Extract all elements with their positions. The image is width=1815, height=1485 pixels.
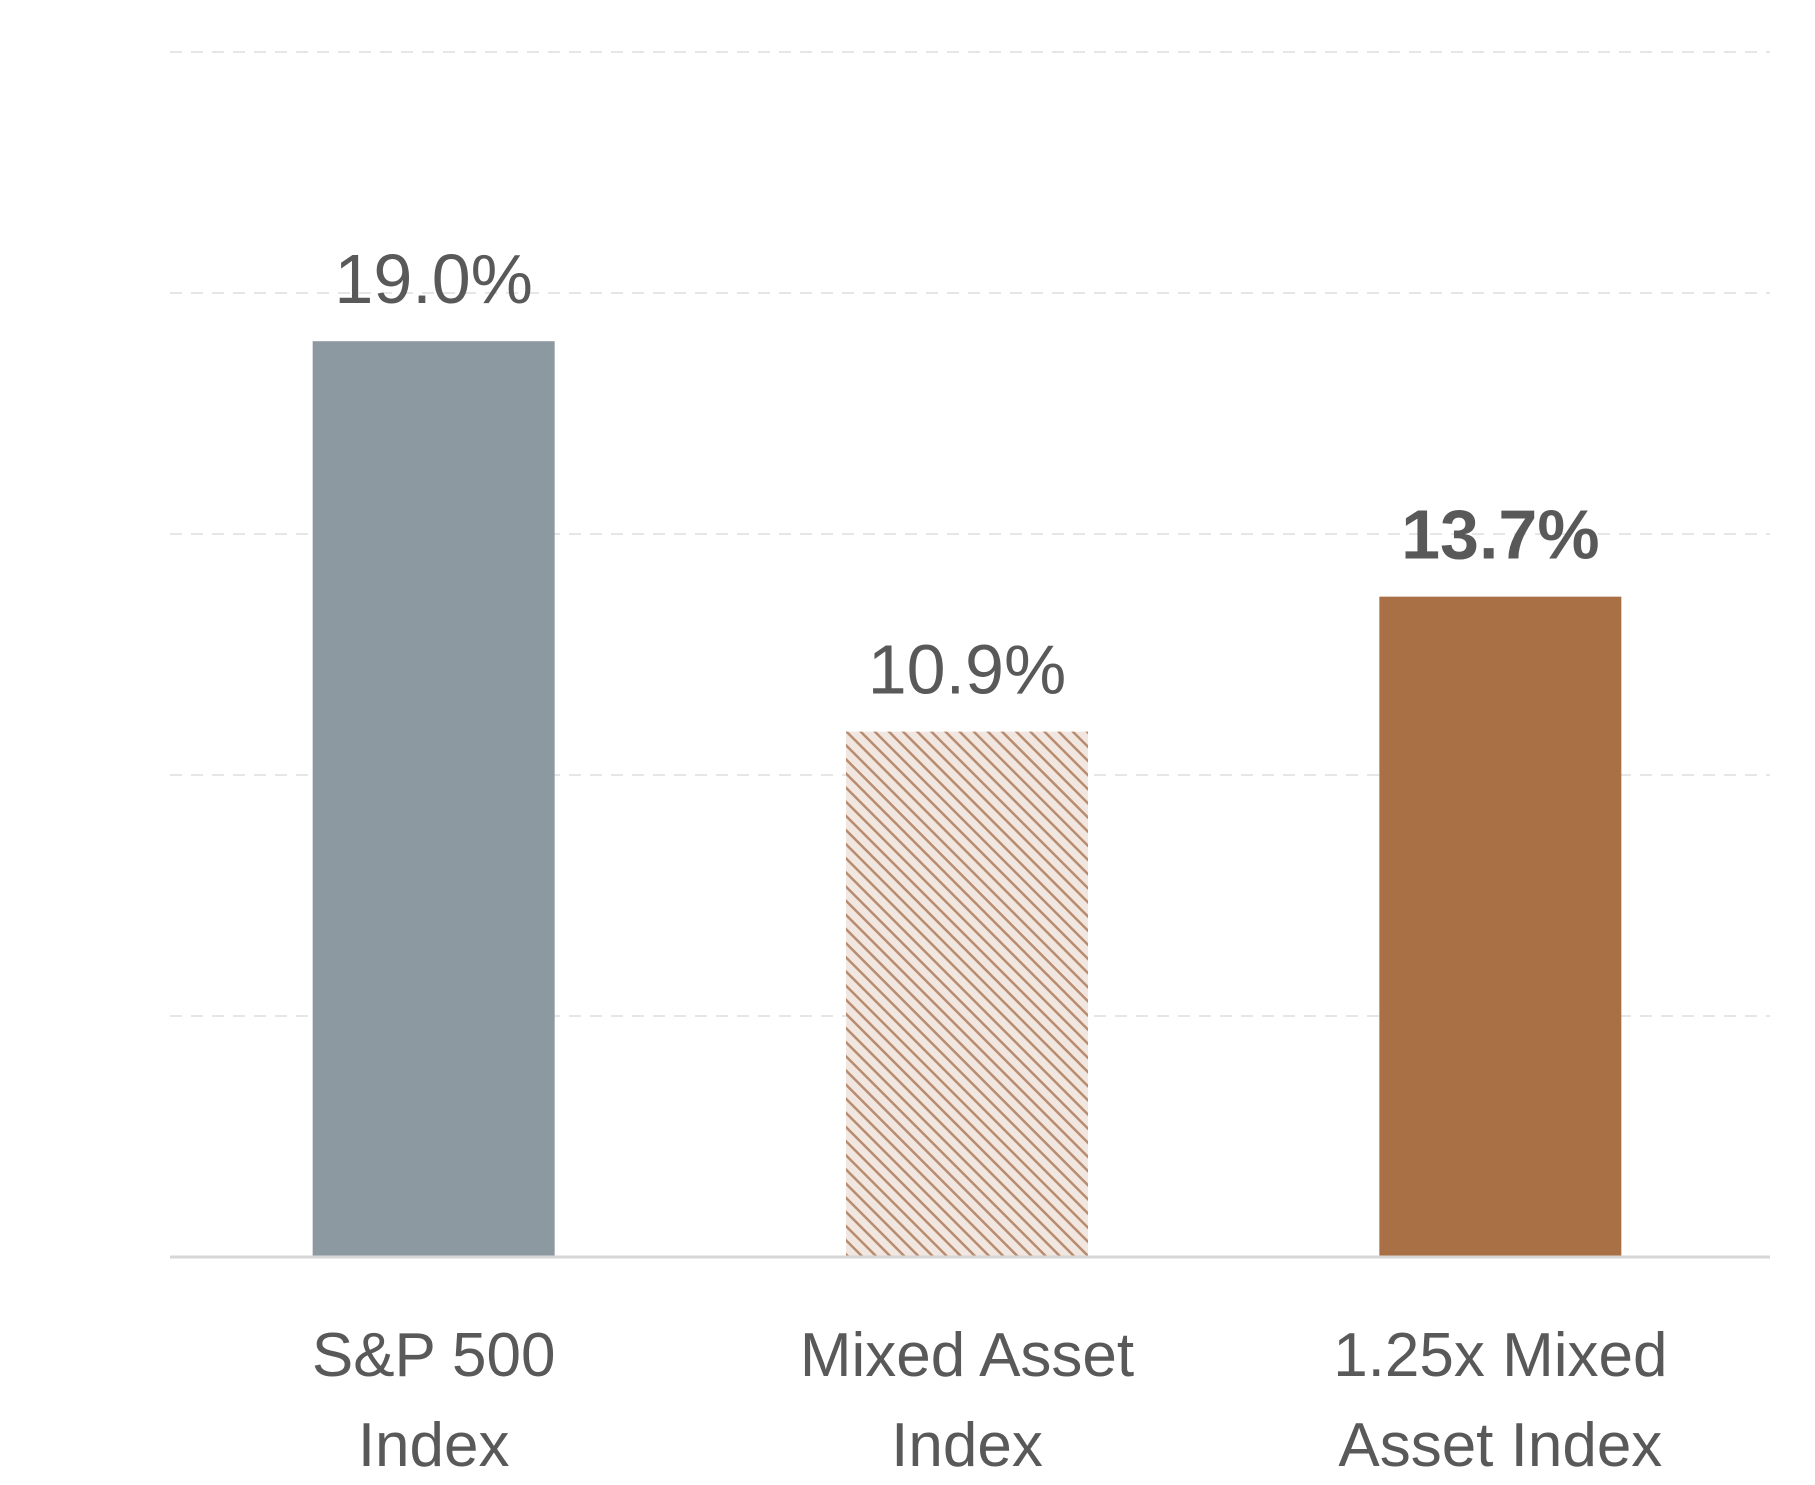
- value-label-2: 13.7%: [1401, 496, 1599, 574]
- category-label-2-line-1: Asset Index: [1338, 1411, 1662, 1480]
- bar-0: [312, 341, 555, 1257]
- category-label-1-line-1: Index: [891, 1411, 1043, 1480]
- value-label-0: 19.0%: [334, 240, 532, 318]
- category-label-0-line-1: Index: [358, 1411, 510, 1480]
- category-label-2-line-0: 1.25x Mixed: [1333, 1321, 1667, 1390]
- category-label-0-line-0: S&P 500: [312, 1321, 556, 1390]
- bars: [312, 341, 1622, 1257]
- value-label-1: 10.9%: [868, 631, 1066, 709]
- category-label-1-line-0: Mixed Asset: [800, 1321, 1134, 1390]
- value-labels: 19.0% 10.9% 13.7%: [334, 240, 1599, 708]
- bar-1: [846, 731, 1088, 1257]
- category-labels: S&P 500 Index Mixed Asset Index 1.25x Mixed A…: [312, 1321, 1668, 1480]
- bar-2: [1379, 596, 1622, 1257]
